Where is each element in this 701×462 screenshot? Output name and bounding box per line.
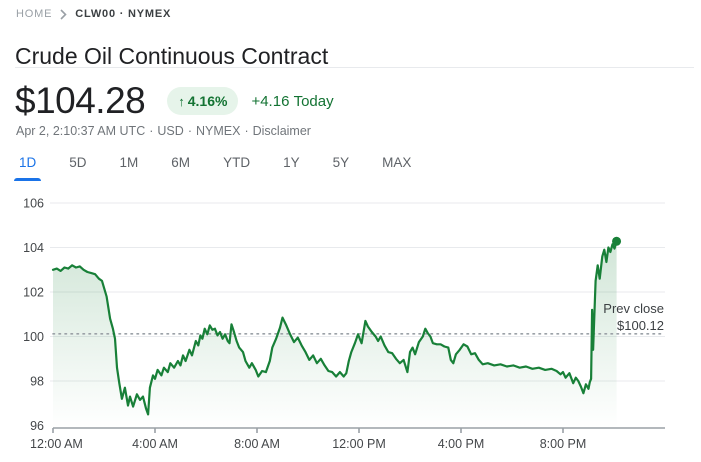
price-line — [51, 240, 618, 416]
prev-close-label: Prev close — [603, 301, 664, 316]
x-axis-label: 12:00 AM — [30, 437, 83, 451]
x-axis-label: 4:00 AM — [132, 437, 178, 451]
y-axis-label: 102 — [23, 286, 44, 300]
x-axis-label: 12:00 PM — [332, 437, 386, 451]
percent-change-value: 4.16% — [187, 93, 228, 109]
y-axis-label: 98 — [30, 375, 44, 389]
area-fill — [53, 241, 617, 428]
breadcrumb-current-ticker: CLW00 · NYMEX — [75, 8, 172, 20]
tab-1y[interactable]: 1Y — [283, 155, 300, 170]
percent-change-badge: ↑ 4.16% — [167, 87, 239, 115]
y-axis-label: 104 — [23, 241, 44, 255]
current-price: $104.28 — [15, 80, 146, 121]
prev-close-value: $100.12 — [617, 318, 664, 333]
tab-1m[interactable]: 1M — [119, 155, 139, 170]
last-price-dot — [612, 236, 622, 246]
x-axis-label: 8:00 AM — [234, 437, 280, 451]
disclaimer-link[interactable]: Disclaimer — [252, 124, 311, 138]
quote-summary: $104.28 ↑ 4.16% +4.16 Today — [15, 80, 334, 122]
up-arrow-icon: ↑ — [178, 93, 185, 109]
price-chart-canvas[interactable]: 12:00 AM 4:00 AM 8:00 AM 12:00 PM 4:00 PM 8:0… — [0, 190, 701, 462]
time-range-tabs: 1D 5D 1M 6M YTD 1Y 5Y MAX — [13, 150, 414, 181]
quote-meta: Apr 2, 2:10:37 AM UTC · USD · NYMEX · Disclaim… — [16, 124, 311, 138]
x-axis-label: 8:00 PM — [540, 437, 587, 451]
chevron-right-icon — [60, 8, 67, 20]
tab-5y[interactable]: 5Y — [332, 155, 350, 170]
price-chart[interactable]: 12:00 AM 4:00 AM 8:00 AM 12:00 PM 4:00 PM 8:0… — [0, 190, 701, 462]
y-axis-label: 96 — [30, 419, 44, 433]
quote-currency: USD — [157, 124, 184, 138]
quote-exchange: NYMEX — [195, 124, 241, 138]
absolute-change: +4.16 Today — [251, 92, 334, 110]
tab-5d[interactable]: 5D — [69, 155, 87, 170]
header-divider — [15, 67, 694, 68]
y-axis-label: 106 — [23, 197, 44, 211]
tab-6m[interactable]: 6M — [171, 155, 191, 170]
tab-1d[interactable]: 1D — [13, 150, 42, 181]
tab-max[interactable]: MAX — [382, 155, 412, 170]
breadcrumb: HOME CLW00 · NYMEX — [16, 8, 171, 20]
quote-timestamp: Apr 2, 2:10:37 AM UTC — [16, 124, 146, 138]
breadcrumb-home-link[interactable]: HOME — [16, 8, 53, 20]
y-axis-label: 100 — [23, 330, 44, 344]
tab-ytd[interactable]: YTD — [223, 155, 251, 170]
page-title: Crude Oil Continuous Contract — [15, 43, 329, 70]
x-axis-label: 4:00 PM — [438, 437, 485, 451]
